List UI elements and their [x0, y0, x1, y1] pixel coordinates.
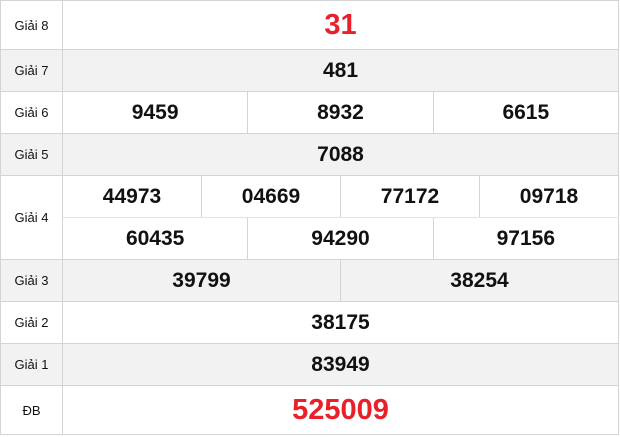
prize-number: 09718: [480, 176, 619, 217]
prize-label: Giải 6: [1, 92, 63, 133]
prize-row: Giải 7 481: [1, 50, 619, 92]
prize-row: Giải 6 9459 8932 6615: [1, 92, 619, 134]
prize-number: 38175: [63, 302, 619, 343]
prize-number: 7088: [63, 134, 619, 175]
prize-number: 31: [63, 1, 619, 49]
prize-number: 60435: [63, 218, 249, 259]
prize-number: 525009: [63, 386, 619, 434]
prize-number: 97156: [434, 218, 619, 259]
prize-number: 94290: [248, 218, 434, 259]
prize-number: 83949: [63, 344, 619, 385]
prize-number: 77172: [341, 176, 480, 217]
prize-label: Giải 5: [1, 134, 63, 175]
prize-label: Giải 4: [1, 176, 63, 259]
prize-label: Giải 8: [1, 1, 63, 49]
prize-row: ĐB 525009: [1, 386, 619, 435]
prize-row: Giải 8 31: [1, 1, 619, 50]
prize-row: Giải 3 39799 38254: [1, 260, 619, 302]
prize-label: Giải 3: [1, 260, 63, 301]
prize-number: 38254: [341, 260, 619, 301]
prize-label: Giải 2: [1, 302, 63, 343]
prize-number: 9459: [63, 92, 249, 133]
prize-number: 44973: [63, 176, 202, 217]
prize-number: 481: [63, 50, 619, 91]
prize-label: ĐB: [1, 386, 63, 434]
prize-number: 04669: [202, 176, 341, 217]
prize-label: Giải 7: [1, 50, 63, 91]
prize-label: Giải 1: [1, 344, 63, 385]
prize-row: Giải 5 7088: [1, 134, 619, 176]
prize-number: 39799: [63, 260, 341, 301]
prize-row: Giải 2 38175: [1, 302, 619, 344]
prize-row: Giải 4 44973 04669 77172 09718 60435 94290 9715…: [1, 176, 619, 260]
prize-number: 8932: [248, 92, 434, 133]
prize-row: Giải 1 83949: [1, 344, 619, 386]
prize-number: 6615: [434, 92, 619, 133]
